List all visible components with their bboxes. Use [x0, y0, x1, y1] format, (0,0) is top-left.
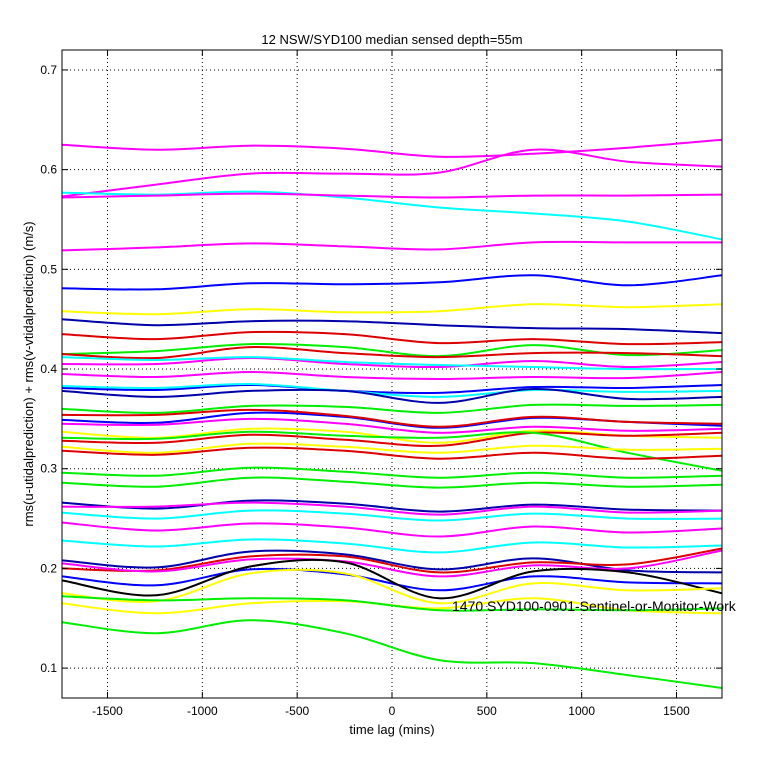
- series-line-31: [61, 509, 723, 522]
- series-line-28: [61, 476, 723, 489]
- series-line-11: [61, 346, 723, 360]
- x-tick-label: -1000: [187, 704, 218, 718]
- y-tick-label: 0.2: [40, 561, 57, 575]
- series-line-17: [61, 387, 723, 404]
- series-line-42: [61, 619, 723, 689]
- series-line-41: [61, 595, 723, 612]
- series-line-2: [61, 148, 723, 198]
- y-tick-label: 0.7: [40, 63, 57, 77]
- series-line-29: [61, 499, 723, 513]
- series-line-10: [61, 342, 723, 358]
- series-line-21: [61, 417, 723, 434]
- series-line-20: [61, 408, 723, 428]
- series-line-13: [61, 356, 723, 371]
- series-line-4: [61, 192, 723, 199]
- axis-ticks: -1500 -1000 -500 0 500 1000 1500 0.1 0.2 0.3 0.4 0.…: [40, 50, 722, 718]
- y-tick-label: 0.5: [40, 262, 57, 276]
- x-tick-label: -1500: [92, 704, 123, 718]
- series-line-23: [61, 431, 723, 447]
- series-line-16: [61, 370, 723, 381]
- series-line-1: [61, 138, 723, 158]
- x-tick-label: 1000: [568, 704, 595, 718]
- series-line-18: [61, 403, 723, 414]
- x-tick-label: 500: [477, 704, 497, 718]
- series-line-27: [61, 466, 723, 479]
- chart-title: 12 NSW/SYD100 median sensed depth=55m: [261, 32, 522, 47]
- series-line-8: [61, 318, 723, 335]
- series-lines: [61, 138, 723, 689]
- x-axis-label: time lag (mins): [349, 722, 434, 737]
- series-line-32: [61, 521, 723, 538]
- series-line-6: [61, 274, 723, 291]
- series-line-37: [61, 567, 723, 592]
- series-annotation: 1470 SYD100-0901-Sentinel-or-Monitor-Wor…: [452, 598, 737, 614]
- series-line-33: [61, 538, 723, 554]
- series-line-26: [61, 446, 723, 460]
- y-tick-label: 0.1: [40, 661, 57, 675]
- y-tick-label: 0.6: [40, 163, 57, 177]
- series-line-15: [61, 382, 723, 398]
- series-line-25: [61, 442, 723, 454]
- series-line-14: [61, 383, 723, 395]
- y-tick-label: 0.3: [40, 462, 57, 476]
- series-line-12: [61, 356, 723, 369]
- y-tick-label: 0.4: [40, 362, 57, 376]
- y-axis-label: rms(u-utidalprediction) + rms(v-vtidalpr…: [21, 221, 36, 526]
- series-line-38: [61, 558, 723, 600]
- series-line-24: [61, 430, 723, 472]
- series-line-35: [61, 547, 723, 574]
- x-tick-label: 0: [389, 704, 396, 718]
- series-line-7: [61, 303, 723, 316]
- series-line-36: [61, 549, 723, 578]
- series-line-5: [61, 240, 722, 252]
- series-line-9: [61, 330, 723, 346]
- series-line-30: [61, 501, 723, 516]
- x-tick-label: 1500: [663, 704, 690, 718]
- x-tick-label: -500: [285, 704, 309, 718]
